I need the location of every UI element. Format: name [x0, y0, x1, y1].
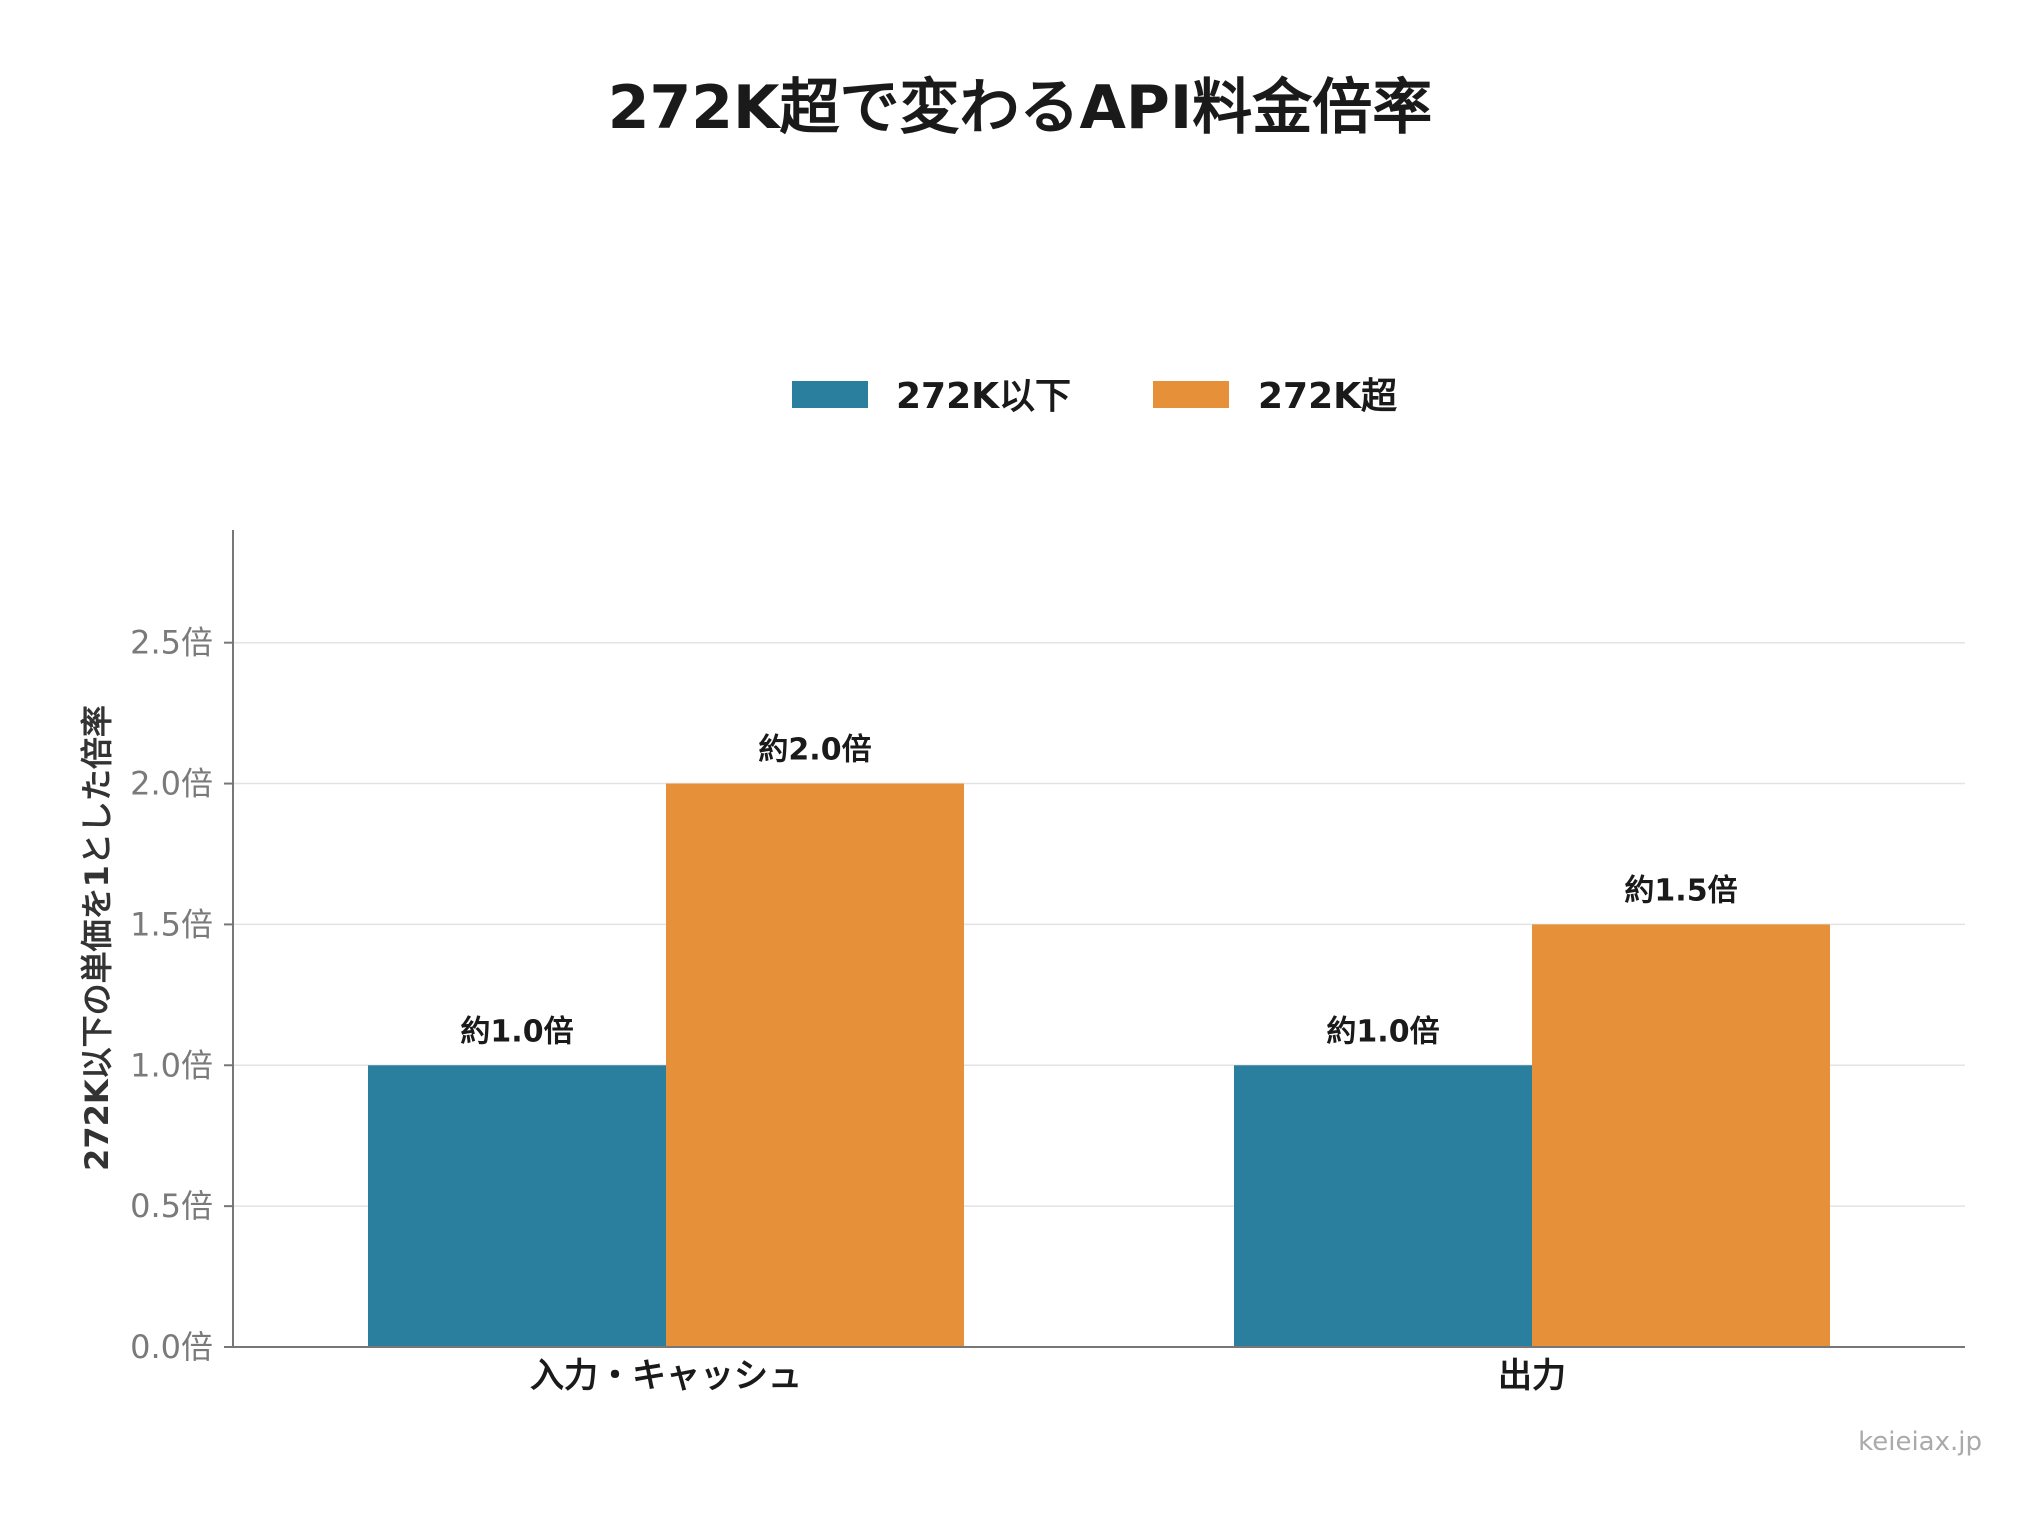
legend-swatch-272k-or-less: [792, 381, 868, 408]
y-axis-ticks: 0.0倍 0.5倍 1.0倍 1.5倍 2.0倍 2.5倍: [130, 624, 233, 1366]
x-category-label: 入力・キャッシュ: [530, 1356, 802, 1396]
y-tick-label: 1.5倍: [130, 905, 213, 943]
legend-swatch-272k-over: [1153, 381, 1229, 408]
chart-title: 272K超で変わるAPI料金倍率: [608, 73, 1432, 143]
data-label: 約1.0倍: [460, 1014, 573, 1049]
x-category-label: 出力: [1498, 1356, 1566, 1396]
y-tick-label: 0.5倍: [130, 1187, 213, 1225]
legend-label-272k-or-less: 272K以下: [896, 376, 1071, 417]
y-tick-label: 2.0倍: [130, 765, 213, 803]
y-tick-label: 0.0倍: [130, 1328, 213, 1366]
y-tick-label: 2.5倍: [130, 624, 213, 662]
data-label: 約1.0倍: [1326, 1014, 1439, 1049]
data-label: 約1.5倍: [1624, 873, 1737, 908]
watermark: keieiax.jp: [1858, 1427, 1982, 1457]
data-label: 約2.0倍: [758, 733, 871, 768]
bar: [368, 1065, 666, 1347]
x-axis-categories: 入力・キャッシュ 出力: [530, 1356, 1566, 1396]
y-axis-label: 272K以下の単価を1とした倍率: [78, 705, 116, 1171]
bar: [1532, 924, 1830, 1347]
bar: [666, 783, 964, 1347]
legend: 272K以下 272K超: [792, 376, 1398, 417]
legend-label-272k-over: 272K超: [1258, 376, 1398, 417]
y-tick-label: 1.0倍: [130, 1046, 213, 1084]
bars: [368, 783, 1830, 1347]
bar: [1234, 1065, 1532, 1347]
